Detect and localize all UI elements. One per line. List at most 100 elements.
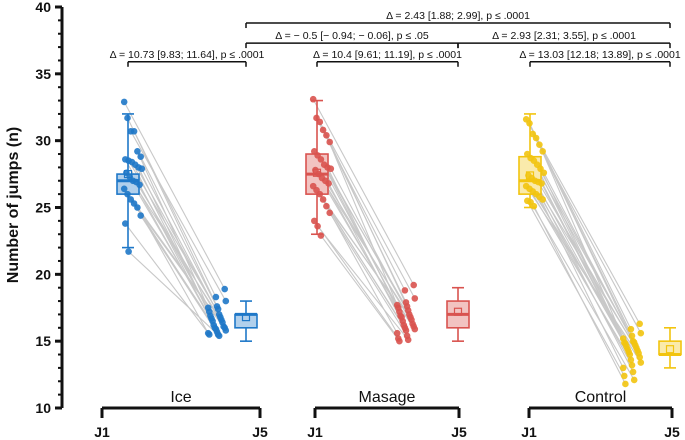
data-point-j5	[411, 295, 419, 302]
y-tick-label: 25	[35, 200, 51, 216]
data-point-j1	[314, 222, 321, 230]
data-point-j1	[138, 165, 146, 173]
significance-bracket: Δ = 2.93 [2.31; 3.55], p ≤ .0001	[457, 30, 671, 49]
plot-area	[116, 95, 682, 388]
data-point-j5	[619, 364, 627, 372]
data-point-j1	[316, 118, 324, 126]
data-point-j1	[327, 165, 335, 173]
y-tick-label: 20	[35, 266, 51, 282]
data-point-j1	[137, 212, 144, 219]
data-point-j5	[222, 297, 230, 305]
data-point-j5	[396, 337, 403, 345]
data-point-j5	[410, 281, 418, 289]
data-point-j1	[316, 190, 324, 198]
mean-marker	[665, 345, 675, 354]
paired-line	[325, 135, 398, 306]
data-point-j5	[411, 325, 419, 333]
data-point-j1	[325, 180, 332, 187]
y-tick-label: 40	[35, 0, 51, 15]
data-point-j1	[532, 134, 540, 142]
data-point-j1	[134, 148, 141, 155]
day-label: J1	[94, 424, 110, 440]
data-point-j5	[212, 293, 220, 301]
paired-line	[542, 151, 634, 342]
bracket-label: Δ = 2.93 [2.31; 3.55], p ≤ .0001	[492, 30, 636, 42]
paired-line	[530, 201, 635, 381]
paired-line	[529, 123, 632, 330]
data-point-j1	[319, 126, 327, 134]
y-tick-label: 10	[35, 400, 51, 416]
data-point-j1	[530, 202, 538, 210]
data-point-j5	[627, 325, 635, 333]
data-point-j5	[221, 285, 228, 293]
significance-bracket: Δ = 10.4 [9.61; 11.19], p ≤ .0001	[313, 49, 462, 67]
y-tick-label: 35	[35, 66, 51, 82]
data-point-j5	[214, 305, 222, 313]
data-point-j1	[326, 209, 334, 217]
data-point-j1	[120, 98, 128, 106]
group-axis: Ice J1 J5 Masage J1 J5 Control J1 J5	[94, 389, 680, 440]
data-point-j1	[124, 114, 131, 122]
paired-line	[124, 223, 210, 335]
data-point-j5	[637, 359, 645, 366]
paired-line	[541, 183, 631, 355]
y-axis-label: Number of jumps (n)	[5, 127, 22, 283]
paired-line	[133, 203, 218, 333]
group-axis-ice: Ice J1 J5	[94, 389, 268, 440]
data-point-j5	[215, 332, 223, 340]
bracket-label: Δ = 13.03 [12.18; 13.89], p ≤ .0001	[519, 49, 681, 61]
paired-line	[538, 144, 624, 339]
data-point-j1	[323, 202, 330, 210]
mean-marker	[241, 313, 251, 322]
day-label: J5	[664, 424, 680, 440]
group-ice	[116, 98, 258, 342]
group-label: Ice	[170, 389, 191, 406]
boxplot-j5	[658, 326, 682, 369]
boxplot-j5	[446, 286, 470, 342]
y-tick-label: 30	[35, 133, 51, 149]
data-point-j5	[622, 380, 629, 388]
data-point-j5	[627, 356, 635, 364]
data-point-j1	[526, 119, 533, 127]
day-label: J1	[521, 424, 537, 440]
paired-line	[140, 156, 219, 310]
data-point-j5	[636, 353, 643, 361]
paired-line	[140, 215, 219, 335]
y-axis: 10 15 20 25 30 35 40	[35, 0, 64, 416]
data-point-j5	[402, 327, 410, 334]
paired-line	[141, 168, 222, 321]
paired-line	[128, 251, 220, 337]
data-point-j5	[404, 336, 412, 344]
paired-line	[329, 141, 408, 307]
data-point-j1	[124, 190, 131, 198]
data-point-j1	[539, 196, 546, 203]
data-point-j5	[637, 329, 645, 337]
data-point-j1	[137, 153, 144, 161]
group-masage	[305, 95, 470, 345]
paired-line	[328, 183, 405, 326]
data-point-j1	[309, 95, 317, 103]
bracket-label: Δ = − 0.5 [− 0.94; − 0.06], p ≤ .05	[275, 30, 429, 42]
paired-line	[319, 121, 416, 299]
data-point-j1	[311, 217, 318, 225]
data-point-j1	[323, 132, 330, 139]
data-point-j5	[628, 332, 636, 340]
y-tick-label: 15	[35, 333, 51, 349]
annotations: Δ = 10.73 [9.83; 11.64], p ≤ .0001 Δ = 10…	[110, 10, 681, 67]
paired-line	[534, 180, 630, 353]
paired-line	[139, 184, 216, 329]
significance-bracket: Δ = 13.03 [12.18; 13.89], p ≤ .0001	[519, 49, 681, 67]
data-point-j1	[540, 169, 548, 177]
paired-line	[322, 199, 407, 331]
data-point-j5	[626, 351, 634, 358]
data-point-j1	[120, 185, 128, 193]
data-point-j1	[122, 220, 129, 227]
paired-line	[317, 225, 409, 341]
paired-line	[538, 196, 624, 369]
significance-bracket: Δ = 2.43 [1.88; 2.99], p ≤ .0001	[245, 10, 671, 29]
data-point-j1	[538, 180, 545, 187]
boxplot-j5	[234, 300, 258, 342]
paired-line	[320, 235, 400, 342]
data-point-j1	[136, 181, 143, 189]
